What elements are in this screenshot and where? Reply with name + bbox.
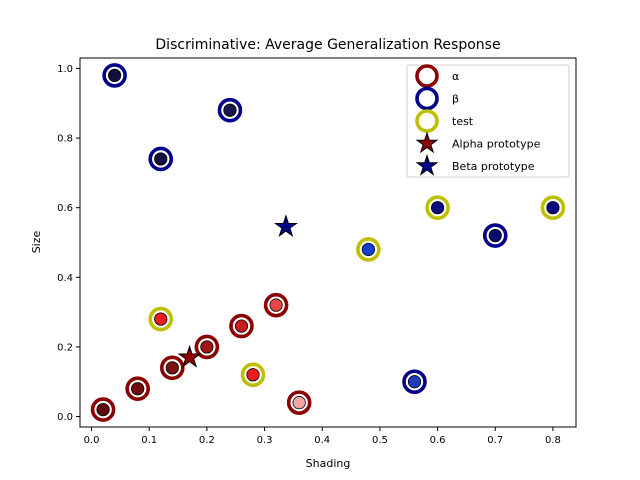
x-axis-label: Shading — [306, 457, 351, 470]
point-fill — [246, 368, 260, 382]
x-tick-label: 0.1 — [141, 435, 157, 446]
y-tick-label: 1.0 — [57, 64, 73, 75]
point-fill — [108, 68, 122, 83]
point-fill — [223, 103, 237, 117]
point-fill — [96, 402, 110, 417]
legend-label: α — [452, 70, 459, 83]
point-fill — [430, 201, 445, 215]
point-fill — [154, 312, 168, 326]
legend-box — [406, 64, 570, 178]
point-fill — [200, 340, 214, 354]
point-fill — [488, 228, 502, 243]
point-fill — [154, 152, 168, 166]
x-tick-label: 0.6 — [430, 435, 446, 446]
x-tick-label: 0.4 — [314, 435, 330, 446]
legend-ring-marker — [415, 109, 439, 133]
chart-title: Discriminative: Average Generalization R… — [155, 37, 500, 53]
x-tick-label: 0.5 — [372, 435, 388, 446]
point-fill — [165, 361, 179, 375]
y-tick-label: 0.8 — [57, 134, 73, 145]
prototype-star-marker — [177, 344, 202, 368]
point-fill — [361, 242, 375, 257]
point-fill — [407, 375, 422, 389]
y-axis-label: Size — [30, 230, 43, 253]
point-fill — [292, 396, 306, 410]
y-tick-label: 0.2 — [57, 342, 73, 353]
y-tick-label: 0.6 — [57, 203, 73, 214]
legend-label: Alpha prototype — [452, 138, 541, 151]
legend-label: β — [452, 93, 459, 106]
legend-ring-marker — [415, 64, 439, 88]
axis-ticks: 0.0 0.1 0.2 0.3 0.4 0.5 0.6 0.7 0.8 0.0 0.2 0.4 0.6 0… — [57, 64, 561, 446]
y-tick-label: 0.4 — [57, 273, 73, 284]
plot-frame — [79, 57, 577, 428]
point-fill — [546, 201, 560, 215]
legend-star-marker — [415, 153, 439, 176]
data-points — [90, 63, 566, 422]
point-fill — [269, 298, 283, 312]
prototype-star-marker — [273, 214, 298, 238]
point-fill — [131, 382, 145, 396]
legend-ring-marker — [415, 86, 439, 111]
x-tick-label: 0.8 — [545, 435, 561, 446]
x-tick-label: 0.2 — [199, 435, 215, 446]
legend-star-marker — [415, 131, 439, 154]
y-tick-label: 0.0 — [57, 412, 73, 423]
legend: αβ test Alpha prototype Beta prototype — [406, 64, 570, 178]
point-fill — [234, 319, 249, 333]
legend-label: test — [452, 115, 474, 128]
x-tick-label: 0.0 — [84, 435, 100, 446]
legend-label: Beta prototype — [452, 160, 535, 173]
x-tick-label: 0.3 — [257, 435, 273, 446]
x-tick-label: 0.7 — [487, 435, 503, 446]
